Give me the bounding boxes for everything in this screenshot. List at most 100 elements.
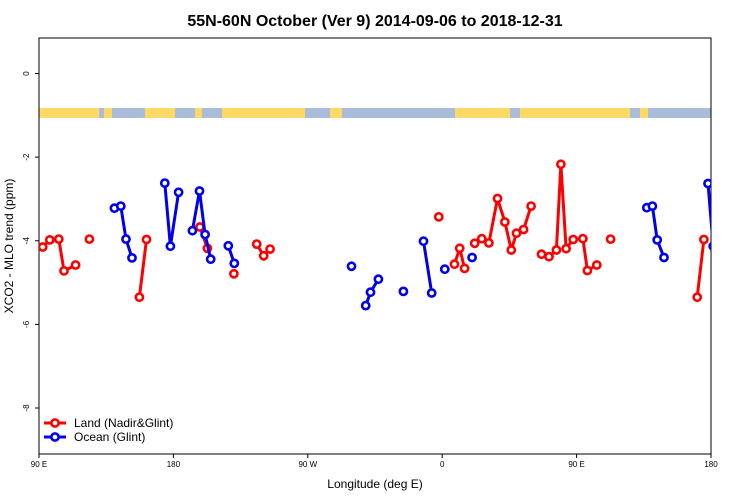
data-point bbox=[703, 178, 711, 189]
data-point bbox=[223, 240, 234, 251]
data-point bbox=[526, 201, 536, 211]
x-tick-label: 90 E bbox=[568, 460, 584, 469]
land-strip bbox=[104, 108, 112, 118]
data-point bbox=[265, 244, 275, 254]
data-point bbox=[591, 260, 602, 270]
data-point bbox=[365, 287, 376, 298]
series-line bbox=[695, 239, 706, 298]
series-line bbox=[646, 204, 666, 259]
data-point bbox=[44, 234, 55, 245]
y-tick-label: 0 bbox=[22, 71, 31, 76]
y-axis-label: XCO2 - MLO trend (ppm) bbox=[2, 179, 16, 314]
series-group bbox=[109, 178, 711, 311]
y-tick-label: -8 bbox=[22, 404, 31, 412]
y-tick-label: -6 bbox=[22, 320, 31, 328]
x-tick-label: 180 bbox=[704, 460, 718, 469]
data-point bbox=[467, 252, 477, 263]
y-tick-label: -2 bbox=[22, 153, 31, 161]
y-axis: 0 -2 -4 -6 -8 bbox=[22, 71, 39, 412]
land-strip bbox=[222, 108, 305, 118]
x-tick-label: 180 bbox=[167, 460, 181, 469]
data-point bbox=[454, 243, 465, 254]
data-point bbox=[659, 252, 669, 263]
data-point bbox=[127, 252, 137, 263]
x-tick-label: 0 bbox=[440, 460, 445, 469]
data-point bbox=[582, 265, 593, 276]
data-point bbox=[70, 260, 81, 270]
data-point bbox=[492, 193, 503, 204]
data-point bbox=[205, 254, 216, 265]
data-point bbox=[568, 234, 579, 245]
data-point bbox=[251, 239, 262, 249]
data-point bbox=[159, 178, 170, 188]
land-strip bbox=[640, 108, 648, 118]
data-point bbox=[426, 288, 437, 298]
data-point bbox=[483, 237, 494, 248]
x-tick-label: 90 E bbox=[31, 460, 47, 469]
land-strip bbox=[39, 108, 99, 118]
data-point bbox=[229, 258, 240, 269]
data-point bbox=[59, 265, 69, 276]
data-point bbox=[165, 241, 176, 252]
data-point bbox=[652, 234, 663, 245]
series-line bbox=[706, 183, 711, 238]
data-point bbox=[121, 234, 131, 244]
data-point bbox=[134, 292, 145, 303]
data-point bbox=[469, 238, 480, 249]
data-point bbox=[699, 234, 709, 245]
data-point bbox=[418, 236, 429, 247]
data-point bbox=[53, 234, 64, 244]
land-strip bbox=[330, 108, 342, 118]
data-point bbox=[373, 274, 384, 285]
data-point bbox=[544, 251, 554, 262]
data-point bbox=[708, 241, 711, 251]
legend-marker bbox=[50, 432, 60, 442]
series-layer bbox=[39, 159, 711, 311]
land-strip bbox=[455, 108, 510, 118]
data-point bbox=[398, 286, 409, 297]
plot-frame bbox=[38, 37, 712, 455]
data-point bbox=[439, 264, 450, 275]
data-point bbox=[476, 233, 487, 244]
data-point bbox=[194, 186, 205, 196]
data-point bbox=[536, 249, 547, 260]
data-point bbox=[187, 225, 198, 236]
land-strip bbox=[145, 108, 175, 118]
data-point bbox=[506, 245, 517, 255]
data-point bbox=[556, 159, 566, 170]
land-ocean-band bbox=[39, 108, 711, 118]
ocean-band bbox=[39, 108, 711, 118]
series-group bbox=[39, 159, 709, 303]
data-point bbox=[647, 201, 658, 211]
data-point bbox=[433, 211, 444, 222]
series-line bbox=[422, 240, 434, 294]
land-strip bbox=[520, 108, 630, 118]
data-point bbox=[578, 233, 588, 244]
legend-label: Land (Nadir&Glint) bbox=[74, 416, 173, 430]
data-point bbox=[551, 245, 562, 255]
legend-label: Ocean (Glint) bbox=[74, 430, 145, 444]
series-line bbox=[137, 239, 148, 298]
data-point bbox=[561, 243, 571, 254]
data-point bbox=[228, 268, 239, 279]
data-point bbox=[449, 259, 460, 270]
data-point bbox=[692, 292, 703, 303]
data-point bbox=[499, 217, 510, 227]
data-point bbox=[360, 300, 371, 311]
data-point bbox=[115, 201, 126, 211]
data-point bbox=[141, 234, 152, 245]
data-point bbox=[459, 263, 470, 274]
data-point bbox=[200, 229, 210, 240]
data-point bbox=[511, 228, 522, 239]
legend: Land (Nadir&Glint)Ocean (Glint) bbox=[44, 416, 173, 444]
data-point bbox=[258, 250, 269, 261]
x-tick-label: 90 W bbox=[298, 460, 317, 469]
data-point bbox=[605, 234, 616, 244]
x-axis: 90 E 180 90 W 0 90 E 180 bbox=[31, 454, 718, 469]
x-axis-label: Longitude (deg E) bbox=[327, 477, 422, 491]
data-point bbox=[39, 242, 48, 252]
series-line bbox=[190, 189, 213, 260]
y-tick-label: -4 bbox=[22, 237, 31, 245]
data-point bbox=[518, 224, 529, 235]
